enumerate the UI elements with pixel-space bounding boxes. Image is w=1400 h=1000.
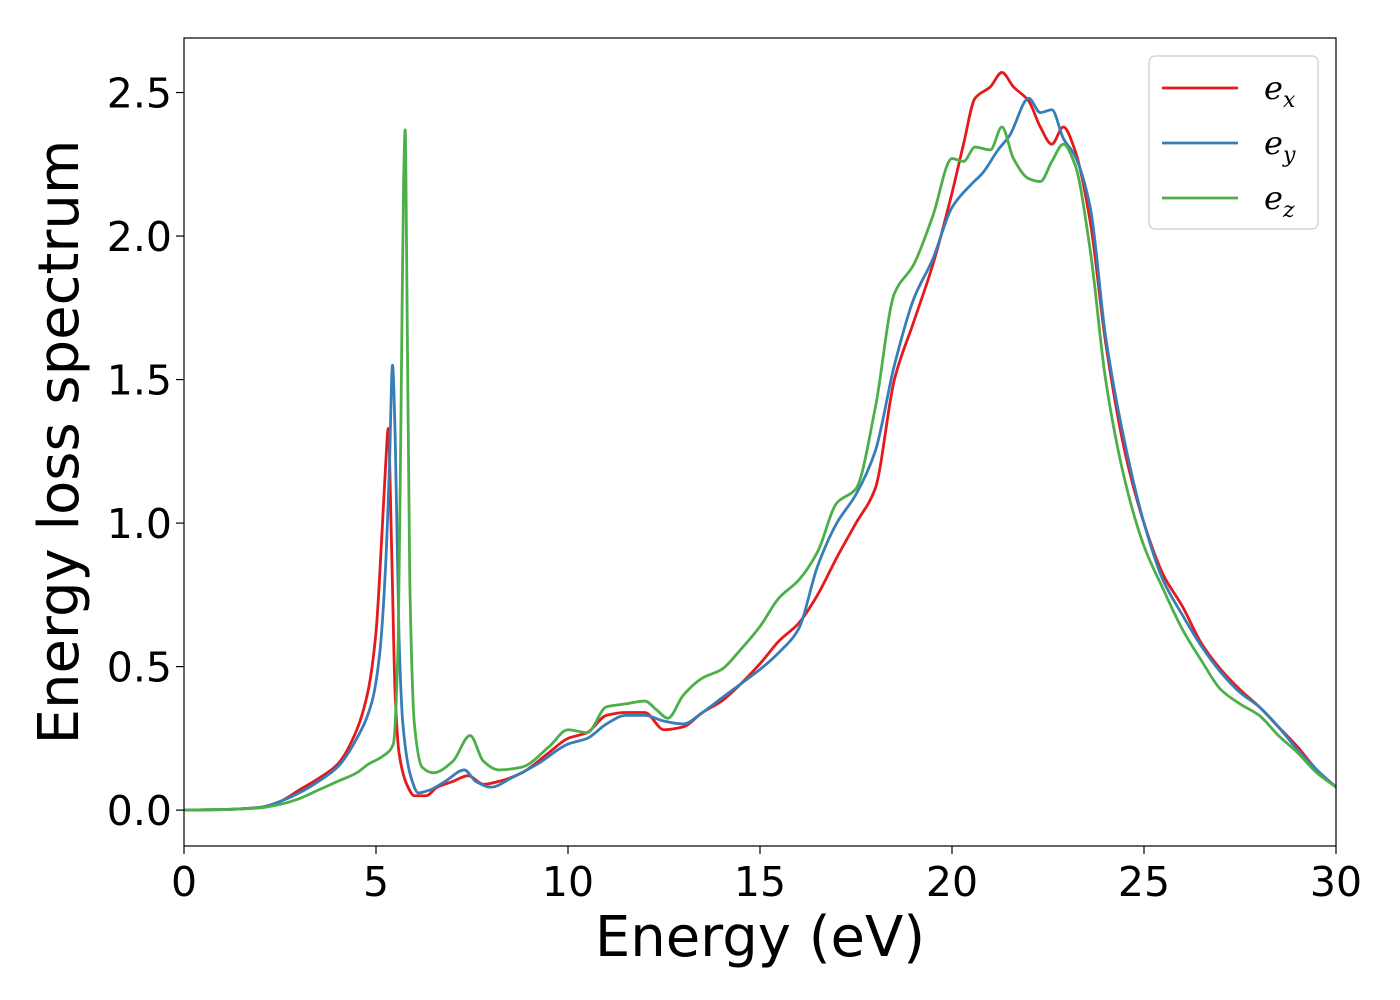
series-layer xyxy=(183,71,1337,812)
y-tick-label: 1.0 xyxy=(107,500,172,548)
y-tick-label: 2.0 xyxy=(107,213,172,261)
legend: ex ey ez xyxy=(1148,55,1319,230)
x-tick-label: 5 xyxy=(363,858,389,906)
x-tick-label: 20 xyxy=(926,858,978,906)
y-tick-label: 1.5 xyxy=(107,357,172,405)
y-tick-label: 0.0 xyxy=(107,787,172,835)
legend-label-ez: ez xyxy=(1264,179,1295,223)
x-tick-label: 30 xyxy=(1310,858,1362,906)
legend-label-ey: ey xyxy=(1264,124,1296,168)
x-tick-label: 0 xyxy=(171,858,197,906)
x-tick-label: 15 xyxy=(734,858,786,906)
x-axis-title: Energy (eV) xyxy=(595,905,925,970)
y-tick-label: 0.5 xyxy=(107,644,172,692)
legend-label-ex: ex xyxy=(1264,69,1296,113)
y-axis-title: Energy loss spectrum xyxy=(27,140,92,745)
series-line-ey xyxy=(183,96,1337,812)
x-tick-label: 25 xyxy=(1118,858,1170,906)
y-axis-ticks: 0.0 0.5 1.0 1.5 2.0 2.5 xyxy=(107,70,184,835)
x-axis-ticks: 0 5 10 15 20 25 30 xyxy=(171,846,1362,906)
y-tick-label: 2.5 xyxy=(107,70,172,118)
x-tick-label: 10 xyxy=(542,858,594,906)
series-line-ez xyxy=(183,125,1337,812)
